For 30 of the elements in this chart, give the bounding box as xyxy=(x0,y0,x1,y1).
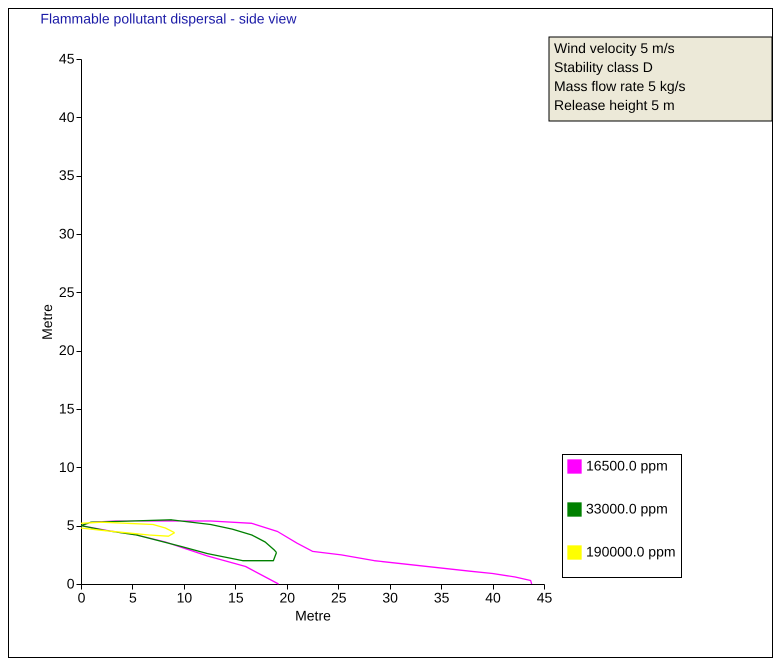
x-tick-label: 20 xyxy=(279,590,296,606)
x-tick-label: 40 xyxy=(485,590,502,606)
legend-label: 33000.0 ppm xyxy=(586,500,668,516)
x-tick-label: 10 xyxy=(176,590,192,606)
x-tick-label: 30 xyxy=(382,590,398,606)
text: Release height 5 m xyxy=(554,97,675,113)
y-tick-label: 20 xyxy=(58,342,75,358)
y-axis-title: Metre xyxy=(38,304,55,340)
text: Stability class D xyxy=(554,59,653,75)
y-tick-label: 35 xyxy=(58,167,75,184)
text: Mass flow rate 5 kg/s xyxy=(554,78,686,94)
y-tick-label: 15 xyxy=(58,400,75,416)
y-tick-label: 40 xyxy=(58,108,75,125)
x-tick-label: 35 xyxy=(434,590,450,606)
chart-title: Flammable pollutant dispersal - side view xyxy=(40,10,298,26)
y-tick-label: 30 xyxy=(58,226,75,242)
y-tick-label: 0 xyxy=(66,576,75,592)
x-axis-title: Metre xyxy=(295,608,332,624)
legend-label: 16500.0 ppm xyxy=(586,458,668,474)
x-tick-label: 5 xyxy=(129,590,138,606)
y-tick-label: 5 xyxy=(66,517,75,534)
y-tick-label: 45 xyxy=(58,50,75,66)
x-tick-label: 45 xyxy=(536,590,552,606)
y-tick-label: 25 xyxy=(58,284,75,300)
legend-label: 190000.0 ppm xyxy=(586,544,676,560)
x-tick-label: 0 xyxy=(78,590,86,606)
y-tick-label: 10 xyxy=(58,458,75,475)
text: Wind velocity 5 m/s xyxy=(554,40,675,56)
x-tick-label: 15 xyxy=(228,590,244,606)
x-tick-label: 25 xyxy=(330,590,347,606)
